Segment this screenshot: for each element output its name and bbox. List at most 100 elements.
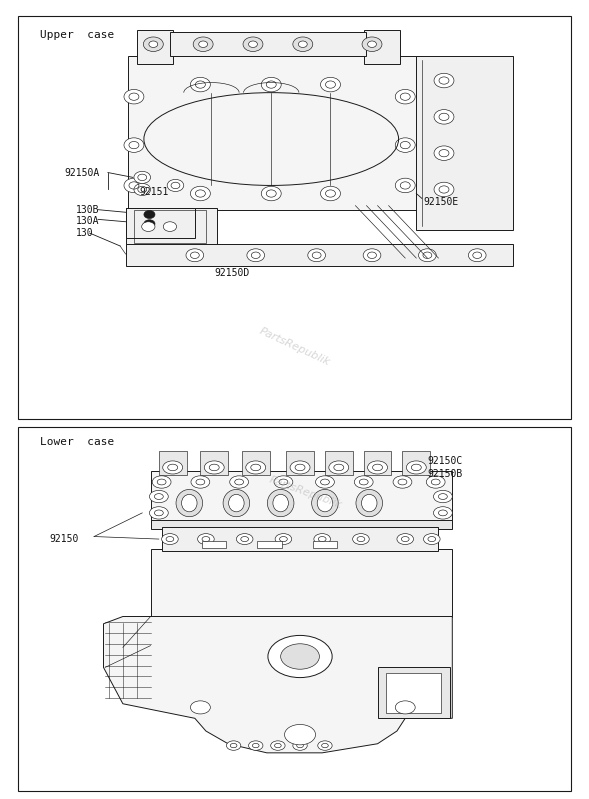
Ellipse shape bbox=[273, 495, 289, 512]
Bar bbox=[200, 451, 228, 475]
Circle shape bbox=[144, 220, 155, 228]
Text: 130B: 130B bbox=[76, 205, 100, 215]
Ellipse shape bbox=[223, 490, 250, 517]
Bar bbox=[386, 673, 441, 713]
Circle shape bbox=[434, 74, 454, 88]
Circle shape bbox=[320, 186, 340, 201]
Circle shape bbox=[134, 184, 151, 196]
Circle shape bbox=[163, 461, 183, 474]
Circle shape bbox=[190, 186, 210, 201]
Text: 92150A: 92150A bbox=[65, 168, 100, 177]
Circle shape bbox=[397, 534, 413, 545]
Circle shape bbox=[329, 461, 349, 474]
Circle shape bbox=[163, 222, 177, 232]
Circle shape bbox=[143, 37, 163, 51]
Circle shape bbox=[191, 476, 210, 488]
Circle shape bbox=[134, 171, 151, 184]
Text: Upper  case: Upper case bbox=[40, 30, 114, 40]
Text: Lower  case: Lower case bbox=[40, 436, 114, 447]
Bar bbox=[137, 30, 173, 65]
Circle shape bbox=[434, 146, 454, 161]
Circle shape bbox=[149, 41, 158, 47]
Circle shape bbox=[198, 41, 207, 47]
Circle shape bbox=[423, 534, 440, 545]
Circle shape bbox=[293, 741, 307, 750]
Text: 92150: 92150 bbox=[50, 534, 79, 544]
Text: PartsRepublik: PartsRepublik bbox=[257, 326, 332, 368]
Circle shape bbox=[152, 476, 171, 488]
Ellipse shape bbox=[229, 495, 244, 512]
Circle shape bbox=[426, 476, 445, 488]
Circle shape bbox=[204, 461, 224, 474]
Circle shape bbox=[290, 461, 310, 474]
Bar bbox=[313, 541, 337, 548]
Bar bbox=[286, 451, 314, 475]
Circle shape bbox=[368, 41, 376, 47]
Circle shape bbox=[393, 476, 412, 488]
Circle shape bbox=[468, 248, 486, 262]
Polygon shape bbox=[104, 617, 452, 753]
Circle shape bbox=[190, 78, 210, 92]
Circle shape bbox=[249, 41, 257, 47]
Text: 92150E: 92150E bbox=[423, 197, 459, 207]
Circle shape bbox=[363, 248, 381, 262]
Circle shape bbox=[150, 507, 168, 519]
Circle shape bbox=[268, 635, 332, 678]
Bar bbox=[125, 208, 217, 246]
Circle shape bbox=[308, 248, 326, 262]
Circle shape bbox=[124, 138, 144, 153]
Circle shape bbox=[193, 37, 213, 51]
Circle shape bbox=[186, 248, 204, 262]
Ellipse shape bbox=[267, 490, 294, 517]
Circle shape bbox=[230, 476, 249, 488]
Circle shape bbox=[243, 37, 263, 51]
Circle shape bbox=[362, 37, 382, 51]
Circle shape bbox=[144, 210, 155, 219]
Circle shape bbox=[353, 534, 369, 545]
Circle shape bbox=[395, 89, 415, 104]
Bar bbox=[202, 541, 226, 548]
Circle shape bbox=[434, 182, 454, 197]
Circle shape bbox=[274, 476, 293, 488]
Circle shape bbox=[317, 741, 332, 750]
Circle shape bbox=[395, 178, 415, 193]
Ellipse shape bbox=[312, 490, 338, 517]
Text: 92150D: 92150D bbox=[214, 268, 250, 278]
Circle shape bbox=[406, 461, 426, 474]
Text: 130A: 130A bbox=[76, 216, 100, 225]
Bar bbox=[151, 520, 452, 529]
Circle shape bbox=[190, 701, 210, 714]
Circle shape bbox=[355, 476, 373, 488]
Bar bbox=[170, 32, 366, 56]
Circle shape bbox=[395, 701, 415, 714]
Bar bbox=[161, 527, 438, 551]
Circle shape bbox=[142, 222, 155, 232]
Circle shape bbox=[434, 109, 454, 124]
Bar bbox=[402, 451, 430, 475]
Circle shape bbox=[226, 741, 241, 750]
Circle shape bbox=[434, 507, 452, 519]
Ellipse shape bbox=[176, 490, 203, 517]
Bar bbox=[364, 30, 400, 65]
Circle shape bbox=[198, 534, 214, 545]
Circle shape bbox=[167, 180, 184, 192]
Text: 92150B: 92150B bbox=[428, 469, 462, 479]
Bar bbox=[257, 541, 282, 548]
Circle shape bbox=[249, 741, 263, 750]
Ellipse shape bbox=[356, 490, 382, 517]
Circle shape bbox=[293, 37, 313, 51]
Bar bbox=[151, 549, 452, 617]
Bar bbox=[128, 56, 422, 209]
Bar bbox=[159, 451, 187, 475]
Bar bbox=[151, 471, 452, 522]
Circle shape bbox=[368, 461, 388, 474]
Bar bbox=[364, 451, 392, 475]
Bar bbox=[378, 667, 449, 718]
Circle shape bbox=[275, 534, 292, 545]
Bar bbox=[325, 451, 353, 475]
Circle shape bbox=[314, 534, 330, 545]
Circle shape bbox=[124, 89, 144, 104]
Circle shape bbox=[247, 248, 264, 262]
Circle shape bbox=[262, 78, 281, 92]
Circle shape bbox=[124, 178, 144, 193]
